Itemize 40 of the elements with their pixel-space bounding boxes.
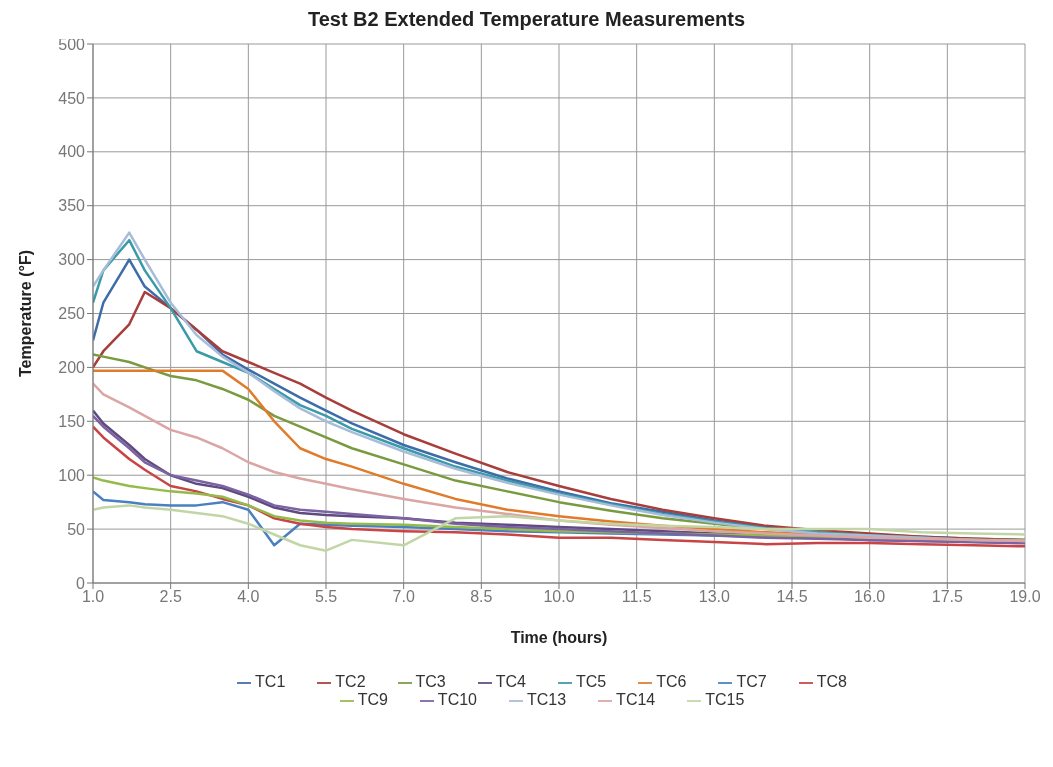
legend-label: TC6 — [656, 673, 687, 690]
legend-label: TC9 — [357, 691, 388, 708]
chart-title: Test B2 Extended Temperature Measurements — [306, 8, 747, 31]
x-tick-label: 17.5 — [931, 588, 964, 606]
legend-label: TC4 — [495, 673, 526, 690]
x-tick-label: 10.0 — [543, 588, 575, 606]
y-tick-label: 400 — [58, 143, 86, 161]
legend-label: TC10 — [437, 691, 477, 708]
x-tick-label: 16.0 — [854, 588, 886, 606]
legend-label: TC5 — [576, 673, 607, 690]
line-series — [93, 504, 1025, 552]
y-tick-label: 50 — [67, 520, 86, 538]
legend-label: TC1 — [255, 673, 286, 690]
y-tick-label: 150 — [58, 412, 86, 430]
y-tick-label: 500 — [58, 35, 86, 53]
y-tick-label: 350 — [58, 197, 86, 215]
y-tick-label: 250 — [58, 305, 86, 323]
legend-label: TC15 — [705, 691, 745, 708]
y-tick-label: 200 — [58, 359, 86, 377]
x-tick-label: 13.0 — [698, 588, 731, 606]
x-tick-label: 1.0 — [81, 588, 105, 606]
y-tick-label: 100 — [58, 466, 86, 484]
legend-label: TC8 — [816, 673, 847, 690]
x-tick-label: 2.5 — [159, 588, 182, 606]
x-tick-label: 5.5 — [314, 588, 338, 606]
legend-label: TC2 — [335, 673, 366, 690]
x-axis-title: Time (hours) — [510, 629, 608, 646]
legend-label: TC7 — [736, 673, 767, 690]
legend-label: TC3 — [415, 673, 446, 690]
x-tick-label: 8.5 — [470, 588, 493, 606]
y-tick-label: 300 — [58, 251, 86, 269]
legend-label: TC14 — [616, 691, 656, 708]
y-axis-title: Temperature (°F) — [16, 249, 34, 378]
x-tick-label: 7.0 — [392, 588, 415, 606]
x-tick-label: 11.5 — [621, 588, 652, 606]
x-tick-label: 14.5 — [776, 588, 808, 606]
legend-label: TC13 — [526, 691, 567, 708]
x-tick-label: 4.0 — [237, 588, 260, 606]
x-tick-label: 19.0 — [1009, 588, 1041, 606]
y-tick-label: 450 — [58, 89, 86, 107]
